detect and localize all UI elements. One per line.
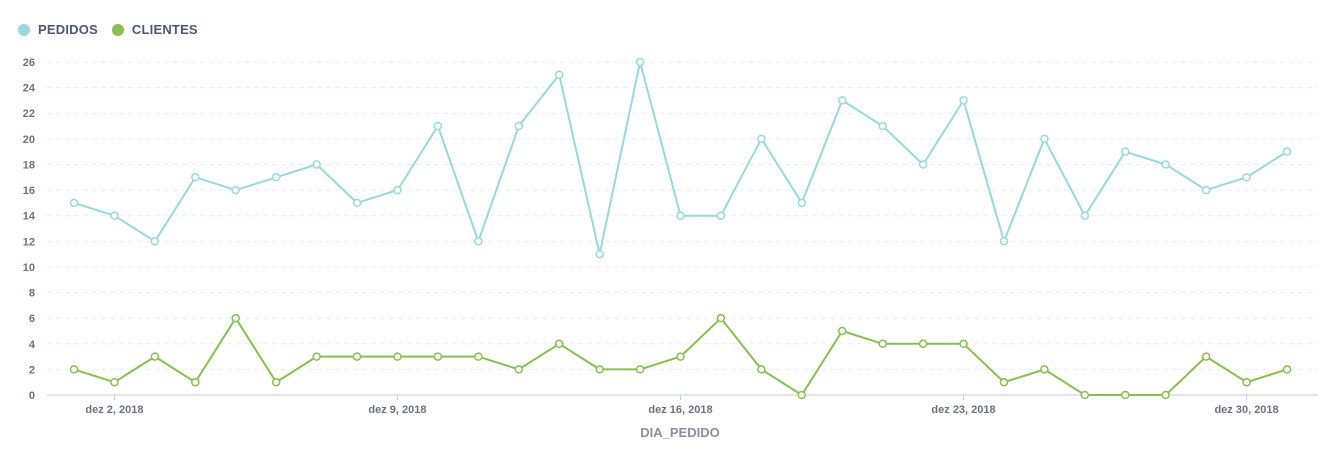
y-tick-label: 18 bbox=[23, 159, 35, 171]
data-point-clientes[interactable] bbox=[514, 365, 524, 374]
grid-lines bbox=[47, 61, 1318, 370]
data-point-clientes[interactable] bbox=[1121, 390, 1130, 400]
y-tick-label: 4 bbox=[29, 339, 36, 351]
data-point-pedidos[interactable] bbox=[312, 160, 321, 169]
x-tick-label: dez 9, 2018 bbox=[368, 404, 426, 416]
data-point-clientes[interactable] bbox=[271, 377, 281, 387]
data-point-pedidos[interactable] bbox=[231, 185, 240, 195]
data-point-pedidos[interactable] bbox=[999, 237, 1009, 246]
y-tick-label: 12 bbox=[23, 236, 35, 248]
data-point-pedidos[interactable] bbox=[797, 198, 807, 208]
data-point-pedidos[interactable] bbox=[1242, 173, 1251, 182]
y-tick-label: 0 bbox=[29, 390, 35, 402]
data-point-clientes[interactable] bbox=[757, 365, 766, 374]
chart-legend: PEDIDOS CLIENTES bbox=[18, 22, 198, 37]
data-point-pedidos[interactable] bbox=[110, 211, 119, 220]
y-tick-label: 14 bbox=[23, 211, 36, 223]
data-point-pedidos[interactable] bbox=[757, 134, 766, 144]
y-tick-label: 2 bbox=[29, 364, 35, 376]
data-point-pedidos[interactable] bbox=[191, 173, 200, 182]
data-point-clientes[interactable] bbox=[554, 339, 564, 349]
data-point-pedidos[interactable] bbox=[878, 121, 887, 131]
legend-dot-pedidos bbox=[18, 23, 30, 36]
y-tick-label: 6 bbox=[29, 313, 35, 325]
data-point-clientes[interactable] bbox=[959, 339, 968, 349]
data-point-pedidos[interactable] bbox=[393, 185, 402, 195]
data-point-clientes[interactable] bbox=[716, 313, 726, 323]
data-point-pedidos[interactable] bbox=[1161, 160, 1170, 169]
data-point-clientes[interactable] bbox=[676, 352, 685, 361]
y-tick-label: 10 bbox=[23, 262, 35, 274]
y-tick-label: 16 bbox=[23, 185, 35, 197]
data-point-clientes[interactable] bbox=[1080, 390, 1090, 400]
y-tick-label: 8 bbox=[29, 288, 35, 300]
data-point-pedidos[interactable] bbox=[1080, 211, 1090, 220]
x-tick-label: dez 16, 2018 bbox=[648, 404, 712, 416]
data-point-pedidos[interactable] bbox=[1040, 134, 1049, 144]
x-tick-label: dez 2, 2018 bbox=[85, 404, 143, 416]
data-point-pedidos[interactable] bbox=[918, 160, 928, 169]
data-point-pedidos[interactable] bbox=[1201, 185, 1211, 195]
y-tick-label: 20 bbox=[23, 134, 35, 146]
data-point-clientes[interactable] bbox=[69, 365, 79, 374]
data-point-clientes[interactable] bbox=[1282, 365, 1292, 374]
legend-label-pedidos: PEDIDOS bbox=[38, 22, 98, 37]
legend-dot-clientes bbox=[111, 23, 124, 36]
data-point-clientes[interactable] bbox=[595, 365, 604, 374]
data-point-clientes[interactable] bbox=[635, 365, 645, 374]
x-tick-label: dez 23, 2018 bbox=[931, 404, 995, 416]
series-line-pedidos bbox=[73, 61, 1288, 256]
data-point-pedidos[interactable] bbox=[595, 249, 604, 259]
data-point-pedidos[interactable] bbox=[474, 237, 483, 246]
data-point-pedidos[interactable] bbox=[433, 121, 443, 131]
data-point-clientes[interactable] bbox=[999, 377, 1009, 387]
data-point-clientes[interactable] bbox=[393, 352, 402, 361]
data-point-pedidos[interactable] bbox=[554, 70, 564, 80]
data-point-pedidos[interactable] bbox=[716, 211, 726, 220]
x-axis-label: DIA_PEDIDO bbox=[640, 425, 719, 440]
data-point-clientes[interactable] bbox=[1040, 365, 1049, 374]
data-point-clientes[interactable] bbox=[474, 352, 483, 361]
data-point-clientes[interactable] bbox=[110, 377, 119, 387]
data-point-clientes[interactable] bbox=[1161, 390, 1170, 400]
data-point-clientes[interactable] bbox=[1201, 352, 1211, 361]
data-point-clientes[interactable] bbox=[312, 352, 321, 361]
data-point-clientes[interactable] bbox=[150, 352, 160, 361]
data-point-pedidos[interactable] bbox=[837, 96, 847, 105]
data-point-clientes[interactable] bbox=[878, 339, 887, 349]
data-point-clientes[interactable] bbox=[433, 352, 443, 361]
data-point-pedidos[interactable] bbox=[676, 211, 685, 220]
data-point-pedidos[interactable] bbox=[635, 57, 645, 67]
legend-item-clientes[interactable]: CLIENTES bbox=[111, 22, 198, 37]
data-point-clientes[interactable] bbox=[231, 313, 240, 323]
data-point-pedidos[interactable] bbox=[271, 173, 281, 182]
y-tick-label: 24 bbox=[23, 83, 36, 95]
data-point-clientes[interactable] bbox=[191, 377, 200, 387]
data-point-clientes[interactable] bbox=[837, 326, 847, 336]
data-point-clientes[interactable] bbox=[797, 390, 807, 400]
data-point-pedidos[interactable] bbox=[1121, 147, 1130, 156]
data-point-clientes[interactable] bbox=[918, 339, 928, 349]
y-tick-label: 22 bbox=[23, 108, 35, 120]
legend-label-clientes: CLIENTES bbox=[131, 22, 198, 37]
legend-item-pedidos[interactable]: PEDIDOS bbox=[18, 22, 98, 37]
data-point-pedidos[interactable] bbox=[150, 237, 160, 246]
series-group bbox=[69, 57, 1292, 400]
data-point-clientes[interactable] bbox=[352, 352, 362, 361]
data-point-clientes[interactable] bbox=[1242, 377, 1251, 387]
data-point-pedidos[interactable] bbox=[514, 121, 524, 131]
y-tick-label: 26 bbox=[23, 57, 35, 69]
data-point-pedidos[interactable] bbox=[959, 96, 968, 105]
x-tick-label: dez 30, 2018 bbox=[1214, 404, 1278, 416]
data-point-pedidos[interactable] bbox=[1282, 147, 1292, 156]
data-point-pedidos[interactable] bbox=[352, 198, 362, 208]
data-point-pedidos[interactable] bbox=[69, 198, 79, 208]
